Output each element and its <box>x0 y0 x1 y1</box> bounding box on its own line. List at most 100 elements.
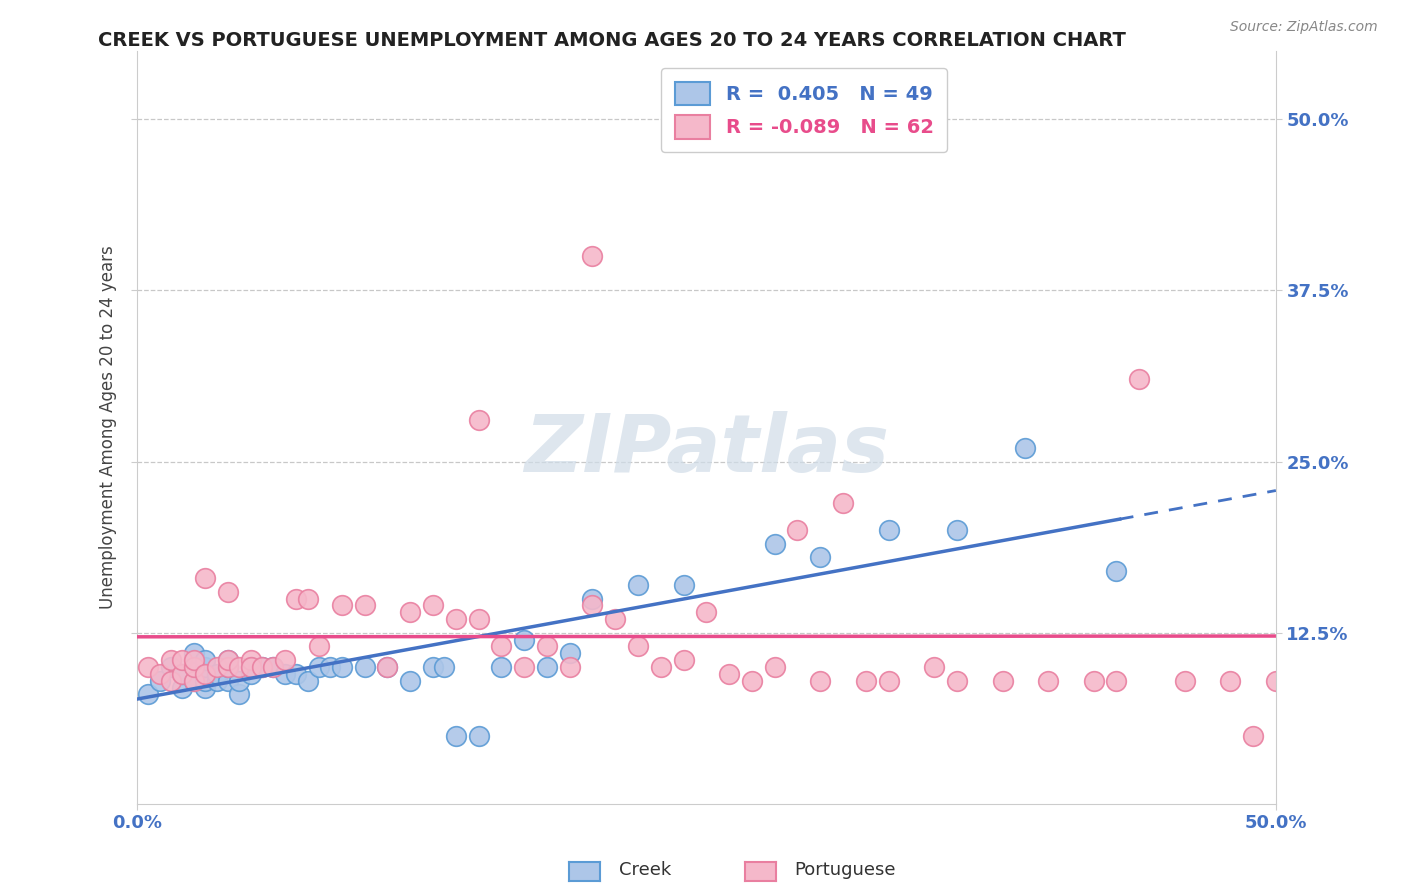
Point <box>377 660 399 674</box>
Point <box>832 496 855 510</box>
Point <box>491 640 513 654</box>
Point <box>263 660 285 674</box>
Point <box>263 660 285 674</box>
Point <box>1264 673 1286 688</box>
Point <box>605 612 627 626</box>
Point <box>194 653 217 667</box>
Point <box>855 673 877 688</box>
Point <box>274 653 297 667</box>
Point <box>172 653 194 667</box>
Point <box>353 599 375 613</box>
Point <box>877 523 900 537</box>
Point <box>763 660 786 674</box>
Y-axis label: Unemployment Among Ages 20 to 24 years: Unemployment Among Ages 20 to 24 years <box>100 245 117 609</box>
Point <box>422 599 444 613</box>
Point <box>194 673 217 688</box>
Point <box>330 599 353 613</box>
Point <box>217 660 239 674</box>
Point <box>672 653 695 667</box>
Point <box>433 660 456 674</box>
Point <box>172 666 194 681</box>
Point <box>491 660 513 674</box>
Point <box>194 660 217 674</box>
Point <box>1128 372 1150 386</box>
Point <box>946 673 969 688</box>
Point <box>399 605 422 619</box>
Point <box>536 660 558 674</box>
Point <box>194 666 217 681</box>
Point <box>205 660 228 674</box>
Point <box>672 578 695 592</box>
Point <box>172 681 194 695</box>
Point <box>297 673 319 688</box>
Point <box>1083 673 1105 688</box>
Point <box>353 660 375 674</box>
Point <box>217 660 239 674</box>
Point <box>172 666 194 681</box>
Point <box>149 673 172 688</box>
Text: Portuguese: Portuguese <box>794 861 896 879</box>
Point <box>319 660 342 674</box>
Point <box>808 673 831 688</box>
Point <box>1105 564 1128 578</box>
Point <box>194 681 217 695</box>
Point <box>136 660 159 674</box>
Point <box>558 646 581 660</box>
Point <box>581 591 603 606</box>
Point <box>513 632 536 647</box>
Point <box>399 673 422 688</box>
Text: Creek: Creek <box>619 861 671 879</box>
Point <box>467 612 489 626</box>
Point <box>808 550 831 565</box>
Point <box>1174 673 1197 688</box>
Point <box>741 673 763 688</box>
Point <box>160 653 183 667</box>
Point <box>228 687 250 701</box>
Point <box>285 591 308 606</box>
Point <box>991 673 1014 688</box>
Point <box>444 729 467 743</box>
Point <box>1241 729 1264 743</box>
Point <box>786 523 808 537</box>
Text: ZIPatlas: ZIPatlas <box>524 411 889 489</box>
Point <box>877 673 900 688</box>
Point <box>627 640 650 654</box>
Point <box>194 571 217 585</box>
Point <box>946 523 969 537</box>
Point <box>160 660 183 674</box>
Point <box>205 673 228 688</box>
Point <box>239 660 262 674</box>
Point <box>308 640 330 654</box>
Point <box>183 653 205 667</box>
Point <box>183 646 205 660</box>
Point <box>467 413 489 427</box>
Point <box>330 660 353 674</box>
Point <box>308 660 330 674</box>
Point <box>183 660 205 674</box>
Point <box>239 666 262 681</box>
Point <box>377 660 399 674</box>
Point <box>650 660 672 674</box>
Text: Source: ZipAtlas.com: Source: ZipAtlas.com <box>1230 20 1378 34</box>
Point <box>1219 673 1241 688</box>
Point <box>695 605 717 619</box>
Point <box>149 666 172 681</box>
Point <box>1105 673 1128 688</box>
Point <box>183 660 205 674</box>
Point <box>513 660 536 674</box>
Point <box>467 729 489 743</box>
Point <box>239 653 262 667</box>
Point <box>763 537 786 551</box>
Point <box>217 673 239 688</box>
Point <box>1014 441 1036 455</box>
Point <box>558 660 581 674</box>
Point <box>228 673 250 688</box>
Point <box>1036 673 1059 688</box>
Point <box>536 640 558 654</box>
Text: CREEK VS PORTUGUESE UNEMPLOYMENT AMONG AGES 20 TO 24 YEARS CORRELATION CHART: CREEK VS PORTUGUESE UNEMPLOYMENT AMONG A… <box>98 31 1126 50</box>
Point <box>718 666 741 681</box>
Legend: R =  0.405   N = 49, R = -0.089   N = 62: R = 0.405 N = 49, R = -0.089 N = 62 <box>661 68 948 153</box>
Point <box>297 591 319 606</box>
Point <box>136 687 159 701</box>
Point <box>183 673 205 688</box>
